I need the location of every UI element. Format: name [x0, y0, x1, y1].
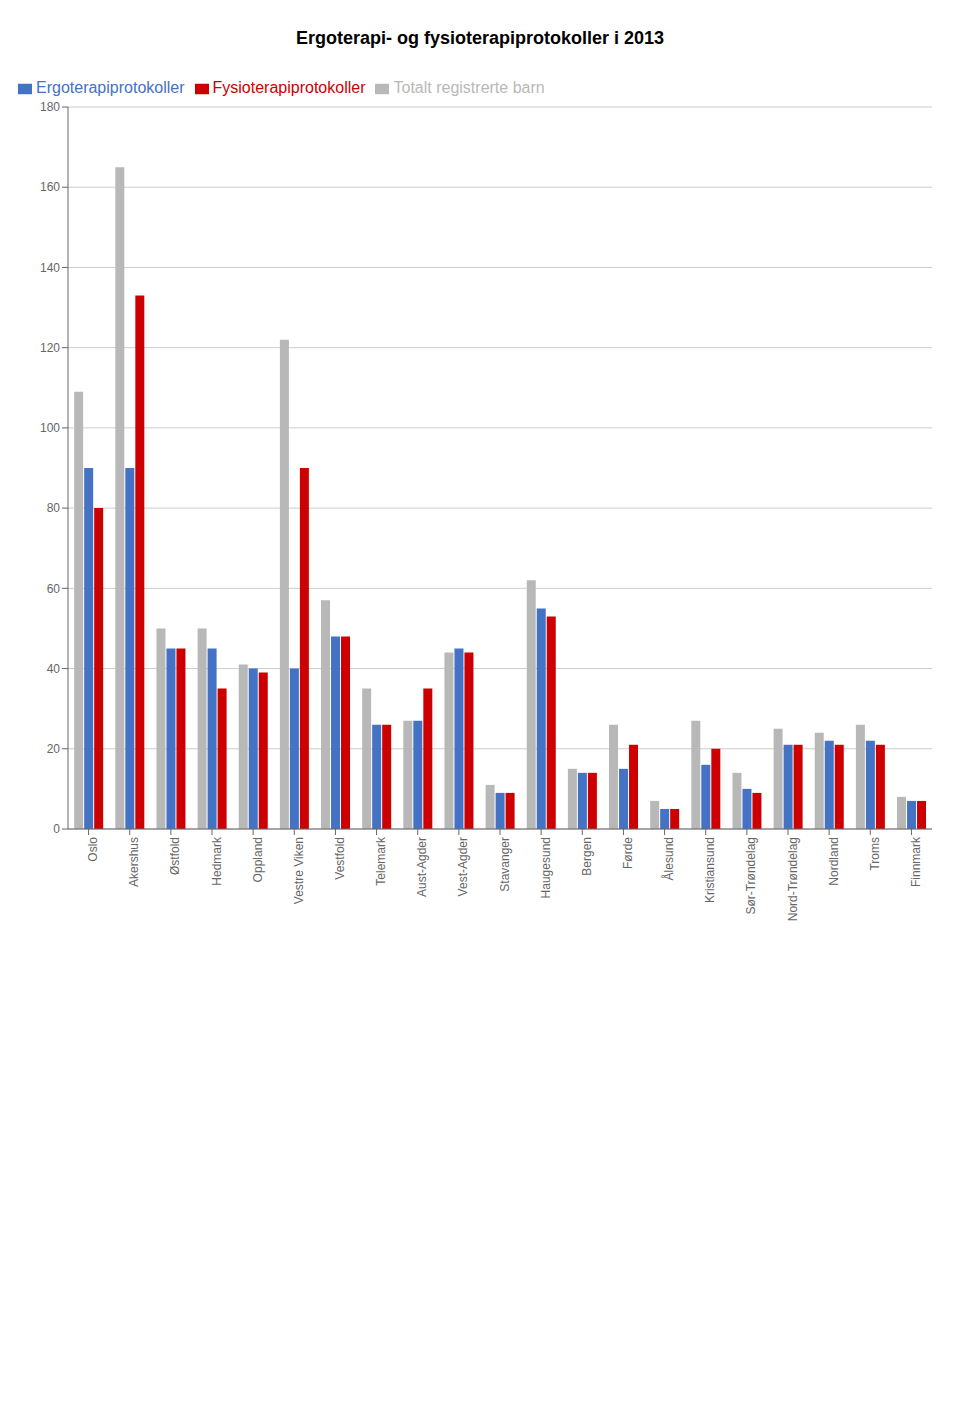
svg-text:40: 40 — [47, 662, 61, 676]
svg-text:0: 0 — [53, 822, 60, 836]
svg-text:Vest-Agder: Vest-Agder — [456, 837, 470, 896]
svg-text:Førde: Førde — [621, 837, 635, 869]
svg-text:Ålesund: Ålesund — [661, 837, 676, 880]
svg-text:140: 140 — [40, 261, 60, 275]
html-text:Ergoterapiprotokoller: Ergoterapiprotokoller — [36, 79, 185, 96]
svg-text:Troms: Troms — [868, 837, 882, 871]
html-text:Ergoterapi- og fysioterapiprot: Ergoterapi- og fysioterapiprotokoller i … — [296, 28, 664, 48]
svg-text:Nord-Trøndelag: Nord-Trøndelag — [786, 837, 800, 921]
svg-text:Aust-Agder: Aust-Agder — [415, 837, 429, 897]
svg-text:120: 120 — [40, 341, 60, 355]
svg-text:Sør-Trøndelag: Sør-Trøndelag — [744, 837, 758, 915]
svg-text:Telemark: Telemark — [374, 836, 388, 886]
svg-text:Oslo: Oslo — [86, 837, 100, 862]
svg-text:Vestfold: Vestfold — [333, 837, 347, 880]
svg-text:20: 20 — [47, 742, 61, 756]
svg-text:Haugesund: Haugesund — [539, 837, 553, 898]
svg-text:Oppland: Oppland — [251, 837, 265, 882]
html-text:Totalt registrerte barn: Totalt registrerte barn — [393, 79, 545, 96]
html-text:Fysioterapiprotokoller: Fysioterapiprotokoller — [212, 79, 366, 96]
svg-text:Stavanger: Stavanger — [498, 837, 512, 892]
svg-text:160: 160 — [40, 180, 60, 194]
svg-text:Vestre Viken: Vestre Viken — [292, 837, 306, 904]
svg-text:Hedmark: Hedmark — [210, 836, 224, 886]
svg-text:60: 60 — [47, 582, 61, 596]
svg-text:Finnmark: Finnmark — [909, 836, 923, 887]
svg-text:Akershus: Akershus — [127, 837, 141, 887]
svg-text:Bergen: Bergen — [580, 837, 594, 876]
svg-text:180: 180 — [40, 100, 60, 114]
svg-text:Nordland: Nordland — [827, 837, 841, 886]
svg-text:80: 80 — [47, 501, 61, 515]
svg-text:Kristiansund: Kristiansund — [703, 837, 717, 903]
svg-text:Østfold: Østfold — [168, 837, 182, 875]
svg-text:100: 100 — [40, 421, 60, 435]
